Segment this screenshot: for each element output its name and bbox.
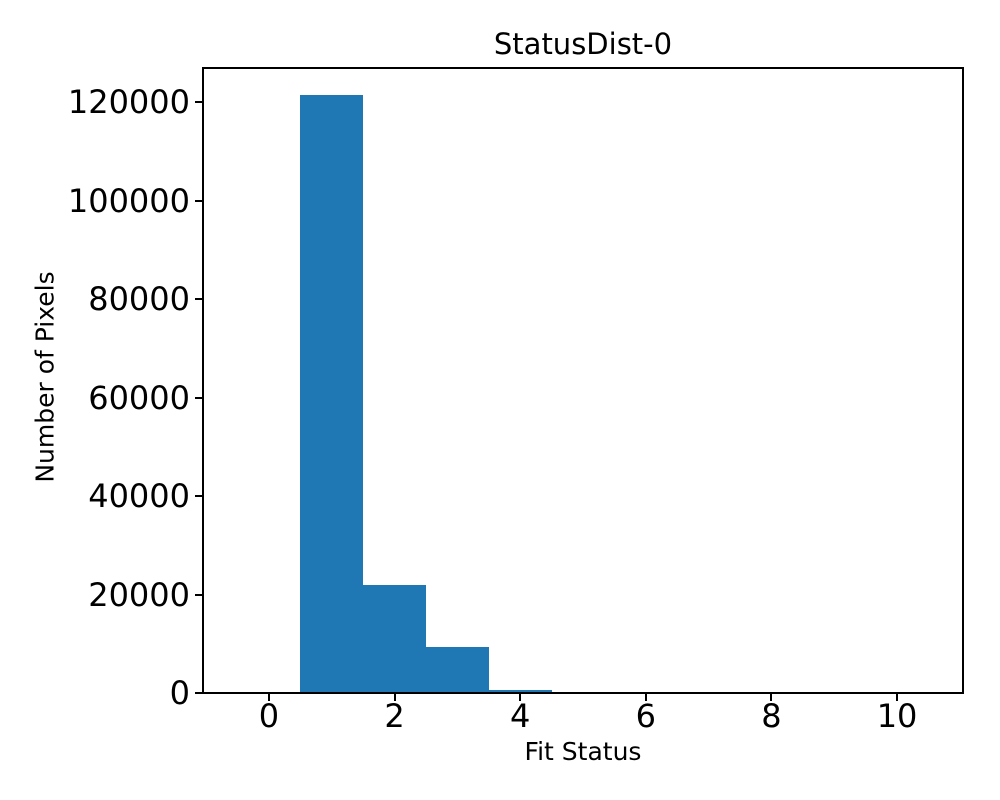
y-tick-mark [195, 692, 202, 694]
x-tick-label: 6 [635, 697, 656, 735]
bottom-spine [202, 692, 964, 694]
histogram-bar [425, 646, 489, 693]
x-tick-label: 2 [384, 697, 405, 735]
x-axis-label: Fit Status [524, 737, 642, 766]
x-tick-label: 0 [258, 697, 280, 735]
y-tick-mark [195, 199, 202, 202]
x-tick-mark [519, 694, 522, 701]
x-tick-mark [896, 694, 899, 701]
top-spine [202, 67, 964, 69]
y-tick-label: 60000 [88, 378, 190, 417]
y-tick-label: 100000 [67, 181, 190, 220]
histogram-bar [363, 584, 426, 693]
chart-title: StatusDist-0 [493, 27, 673, 61]
x-tick-label: 8 [761, 697, 782, 735]
x-tick-label: 4 [510, 697, 531, 735]
plot-area [203, 68, 963, 693]
x-tick-mark [770, 694, 773, 701]
histogram-bar [488, 690, 552, 693]
y-tick-mark [195, 101, 202, 104]
y-tick-label: 40000 [88, 477, 190, 516]
histogram-bar [300, 95, 364, 693]
y-tick-mark [195, 298, 202, 301]
x-tick-label: 10 [876, 697, 918, 735]
x-tick-mark [267, 694, 270, 701]
y-tick-label: 80000 [88, 280, 190, 319]
y-tick-label: 20000 [88, 575, 190, 614]
y-tick-mark [195, 593, 202, 596]
left-spine [202, 67, 204, 694]
y-tick-mark [195, 495, 202, 498]
y-tick-label: 120000 [67, 83, 190, 122]
x-tick-mark [644, 694, 647, 701]
y-tick-mark [195, 396, 202, 399]
right-spine [962, 67, 964, 694]
x-tick-mark [393, 694, 396, 701]
y-tick-label: 0 [169, 674, 190, 712]
